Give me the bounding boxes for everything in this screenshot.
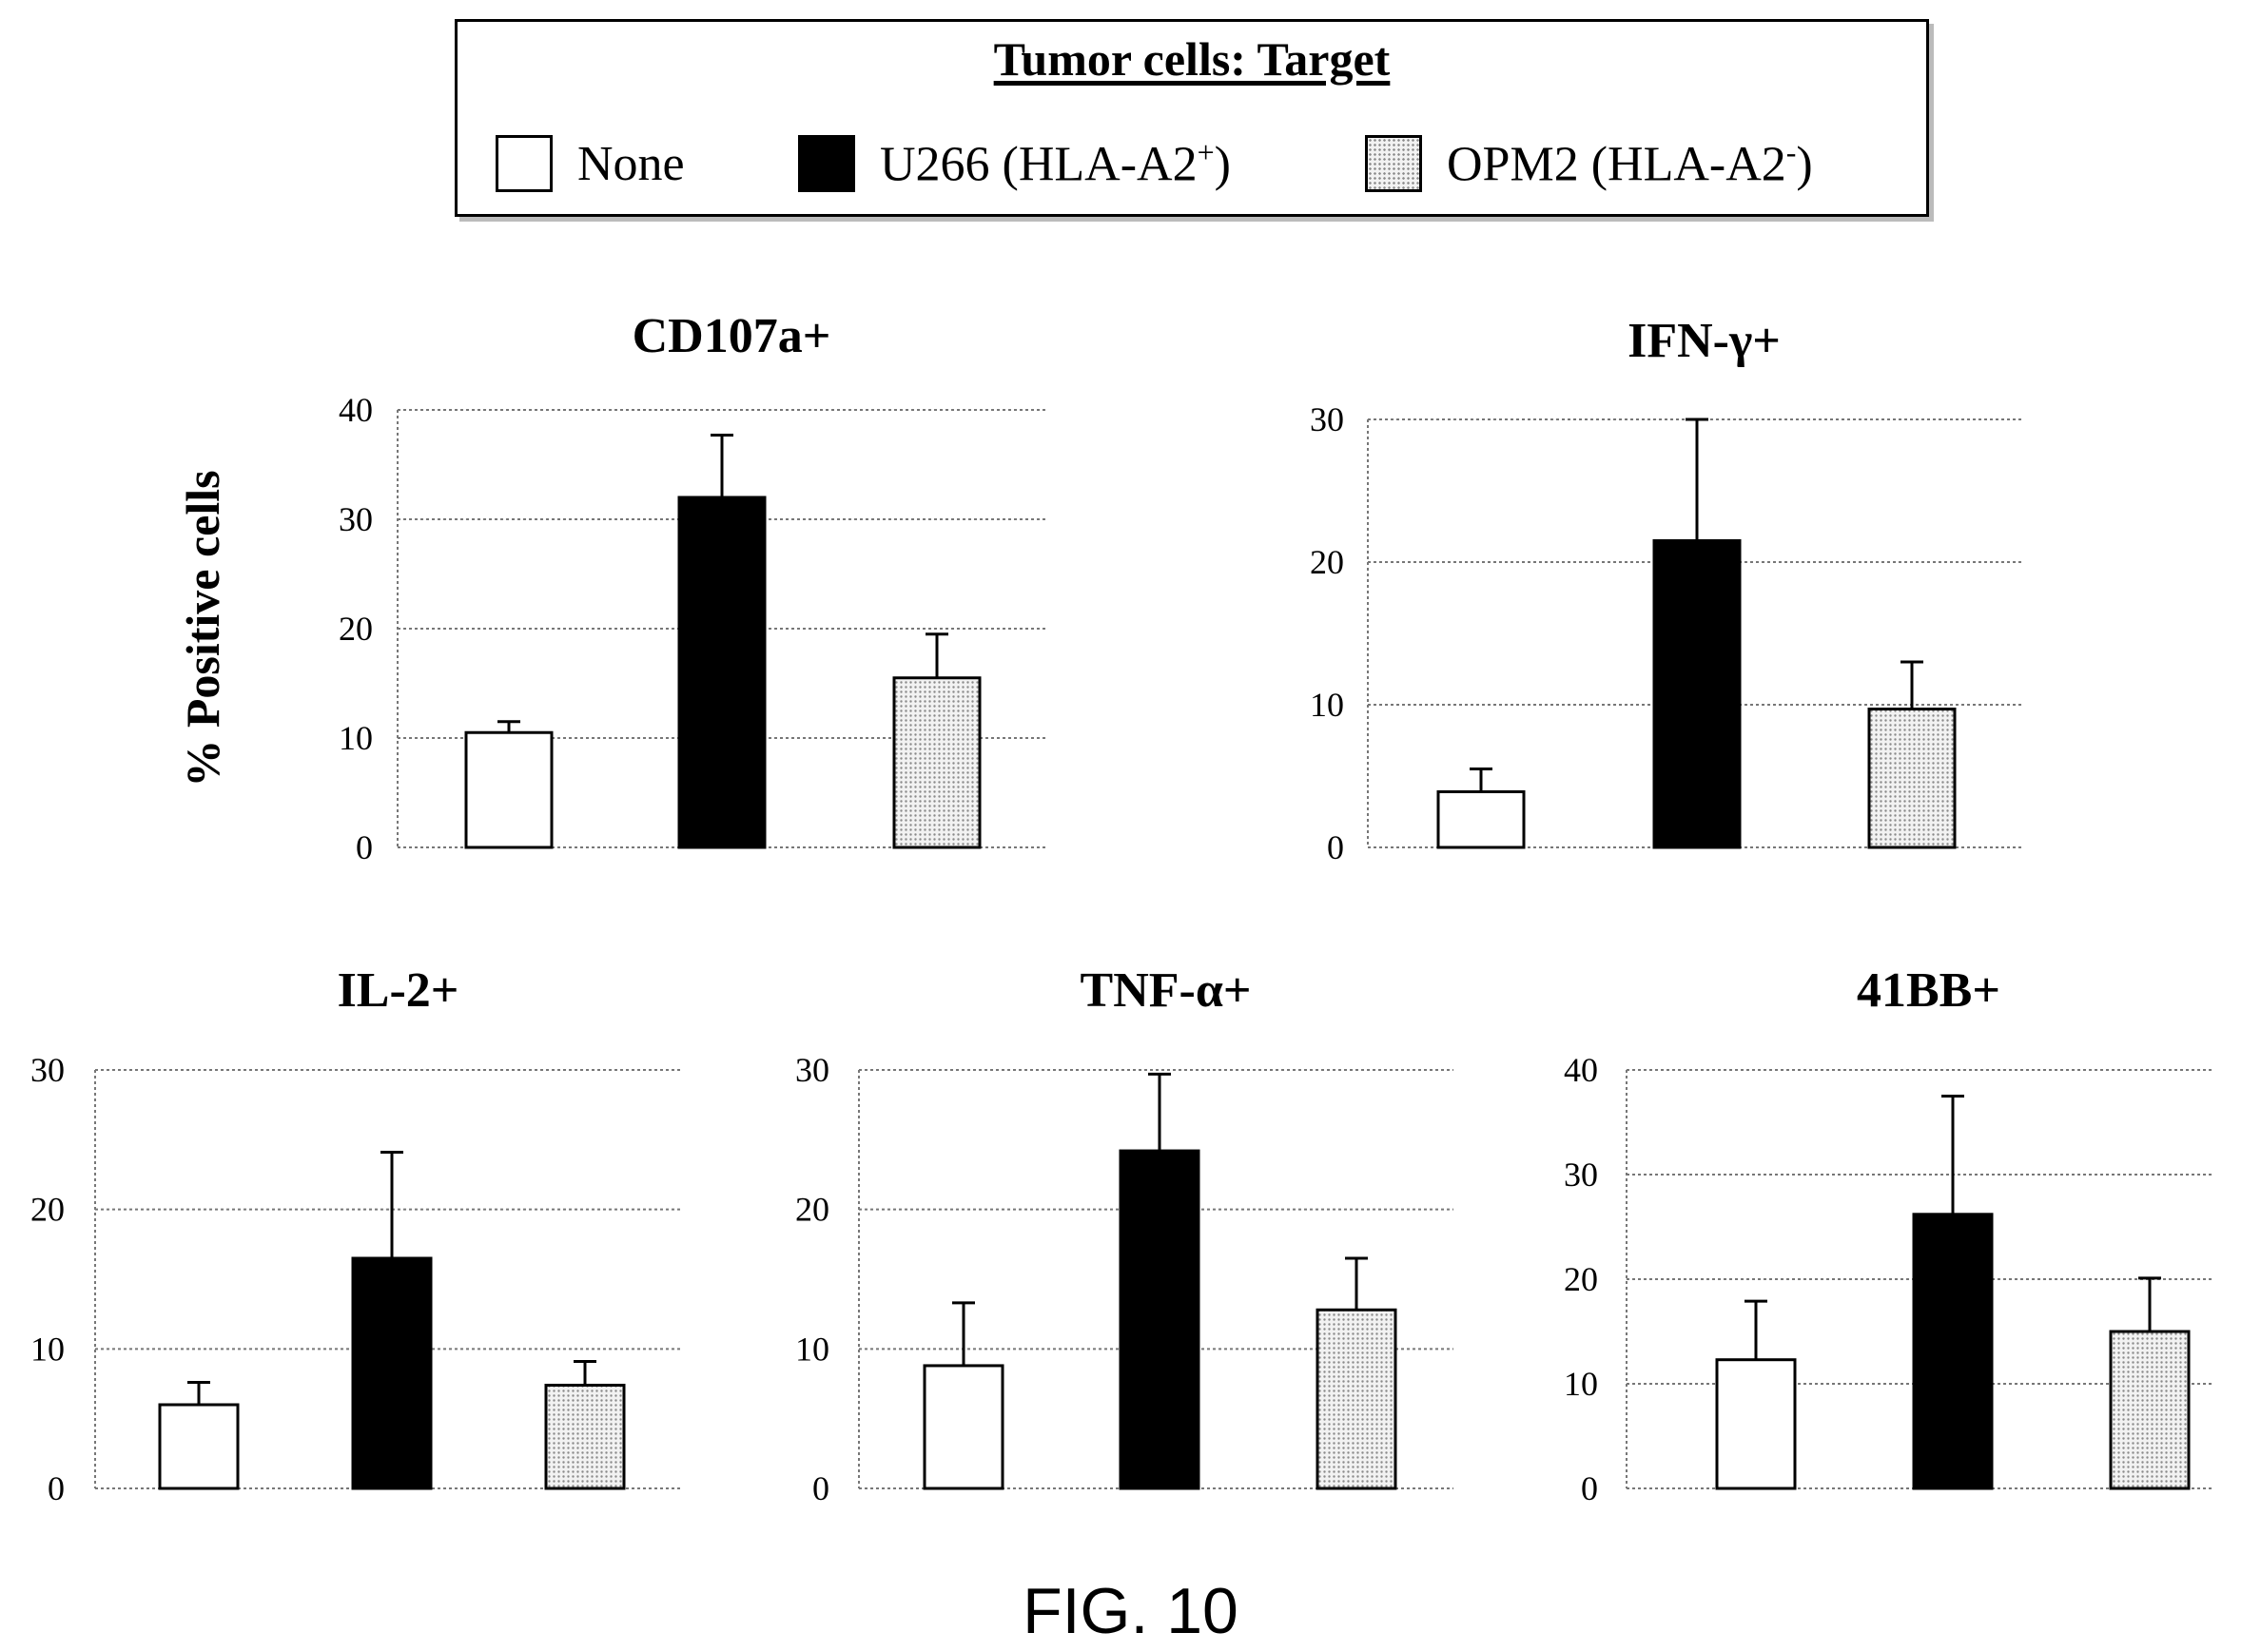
chart4-ytick-10: 10 — [795, 1330, 829, 1368]
chart4-bar-u266 — [1119, 1149, 1200, 1490]
chart3-ytick-10: 10 — [30, 1330, 65, 1368]
chart4-title: TNF-α+ — [1081, 963, 1252, 1018]
chart2-bar-u266 — [1652, 539, 1742, 849]
chart2-bar-none — [1436, 790, 1526, 849]
chart1-bar-u266 — [677, 496, 767, 849]
chart4-bar-none — [923, 1364, 1004, 1490]
chart1-ytick-30: 30 — [339, 500, 373, 538]
chart1-ylabel: % Positive cells — [176, 470, 229, 787]
chart1-bar-none — [464, 730, 554, 849]
chart4-ytick-20: 20 — [795, 1191, 829, 1229]
chart4-ytick-0: 0 — [812, 1469, 829, 1507]
chart3-title: IL-2+ — [338, 963, 459, 1018]
chart3-ytick-0: 0 — [48, 1469, 65, 1507]
chart5-ytick-20: 20 — [1564, 1260, 1598, 1298]
chart5-bar-opm2 — [2109, 1330, 2191, 1490]
legend-label-u266: U266 (HLA-A2+) — [880, 134, 1231, 192]
chart2-ytick-20: 20 — [1310, 543, 1344, 581]
chart5-bar-u266 — [1912, 1213, 1994, 1490]
chart3-ytick-30: 30 — [30, 1051, 65, 1089]
chart1-ytick-10: 10 — [339, 719, 373, 757]
chart2-ytick-10: 10 — [1310, 686, 1344, 724]
chart5-ytick-0: 0 — [1581, 1469, 1598, 1507]
chart5-bar-none — [1715, 1358, 1797, 1490]
legend: Tumor cells: Target None U266 (HLA-A2+) … — [455, 19, 1929, 217]
legend-label-none: None — [577, 136, 685, 191]
chart5-ytick-30: 30 — [1564, 1156, 1598, 1194]
chart1-ytick-20: 20 — [339, 610, 373, 648]
chart5-ytick-10: 10 — [1564, 1365, 1598, 1403]
chart5-ytick-40: 40 — [1564, 1051, 1598, 1089]
figure-caption: FIG. 10 — [1023, 1575, 1238, 1647]
chart2-bar-opm2 — [1867, 708, 1957, 849]
chart3-bar-none — [158, 1403, 240, 1490]
chart1-title: CD107a+ — [633, 309, 831, 363]
chart1-ytick-40: 40 — [339, 391, 373, 429]
legend-entry-none: None — [496, 134, 685, 193]
legend-entry-u266: U266 (HLA-A2+) — [798, 134, 1231, 193]
chart2-title: IFN-γ+ — [1628, 314, 1781, 368]
chart2-ytick-0: 0 — [1327, 828, 1344, 866]
chart3-ytick-20: 20 — [30, 1191, 65, 1229]
chart1-ytick-0: 0 — [356, 828, 373, 866]
chart1-bar-opm2 — [892, 676, 982, 849]
legend-swatch-none — [496, 135, 553, 192]
chart2-ytick-30: 30 — [1310, 400, 1344, 438]
legend-swatch-opm2 — [1365, 135, 1422, 192]
legend-label-opm2: OPM2 (HLA-A2-) — [1447, 134, 1813, 192]
chart3-bar-u266 — [351, 1256, 433, 1490]
chart4-bar-opm2 — [1316, 1308, 1397, 1490]
chart3-bar-opm2 — [544, 1383, 626, 1490]
chart4-ytick-30: 30 — [795, 1051, 829, 1089]
chart5-title: 41BB+ — [1857, 963, 2000, 1018]
legend-swatch-u266 — [798, 135, 855, 192]
legend-entry-opm2: OPM2 (HLA-A2-) — [1365, 134, 1813, 193]
legend-title: Tumor cells: Target — [993, 32, 1391, 86]
